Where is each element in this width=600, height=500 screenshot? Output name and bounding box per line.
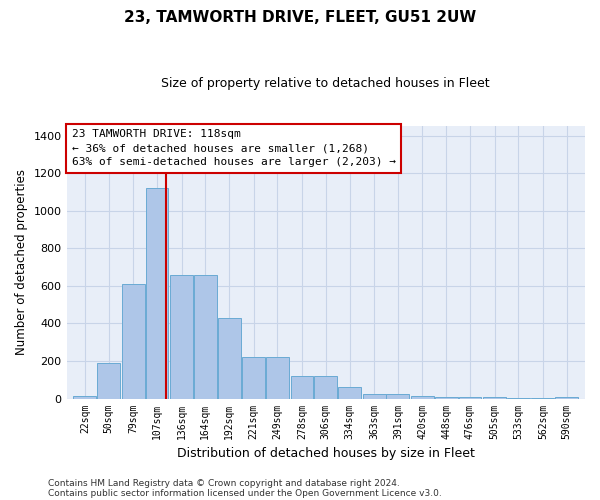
Title: Size of property relative to detached houses in Fleet: Size of property relative to detached ho…	[161, 78, 490, 90]
Bar	[338, 388, 361, 398]
Bar	[73, 396, 97, 398]
Bar	[362, 394, 386, 398]
Bar	[242, 358, 265, 399]
Bar	[194, 274, 217, 398]
Bar	[458, 396, 481, 398]
Bar	[170, 274, 193, 398]
X-axis label: Distribution of detached houses by size in Fleet: Distribution of detached houses by size …	[177, 447, 475, 460]
Bar	[97, 363, 120, 398]
Bar	[122, 284, 145, 399]
Y-axis label: Number of detached properties: Number of detached properties	[15, 170, 28, 356]
Bar	[555, 396, 578, 398]
Bar	[314, 376, 337, 398]
Bar	[411, 396, 434, 398]
Bar	[435, 396, 458, 398]
Text: Contains HM Land Registry data © Crown copyright and database right 2024.: Contains HM Land Registry data © Crown c…	[48, 478, 400, 488]
Text: 23 TAMWORTH DRIVE: 118sqm
← 36% of detached houses are smaller (1,268)
63% of se: 23 TAMWORTH DRIVE: 118sqm ← 36% of detac…	[72, 129, 396, 167]
Bar	[218, 318, 241, 398]
Bar	[146, 188, 169, 398]
Bar	[483, 396, 506, 398]
Bar	[266, 358, 289, 399]
Bar	[290, 376, 313, 398]
Text: Contains public sector information licensed under the Open Government Licence v3: Contains public sector information licen…	[48, 488, 442, 498]
Bar	[386, 394, 409, 398]
Text: 23, TAMWORTH DRIVE, FLEET, GU51 2UW: 23, TAMWORTH DRIVE, FLEET, GU51 2UW	[124, 10, 476, 25]
